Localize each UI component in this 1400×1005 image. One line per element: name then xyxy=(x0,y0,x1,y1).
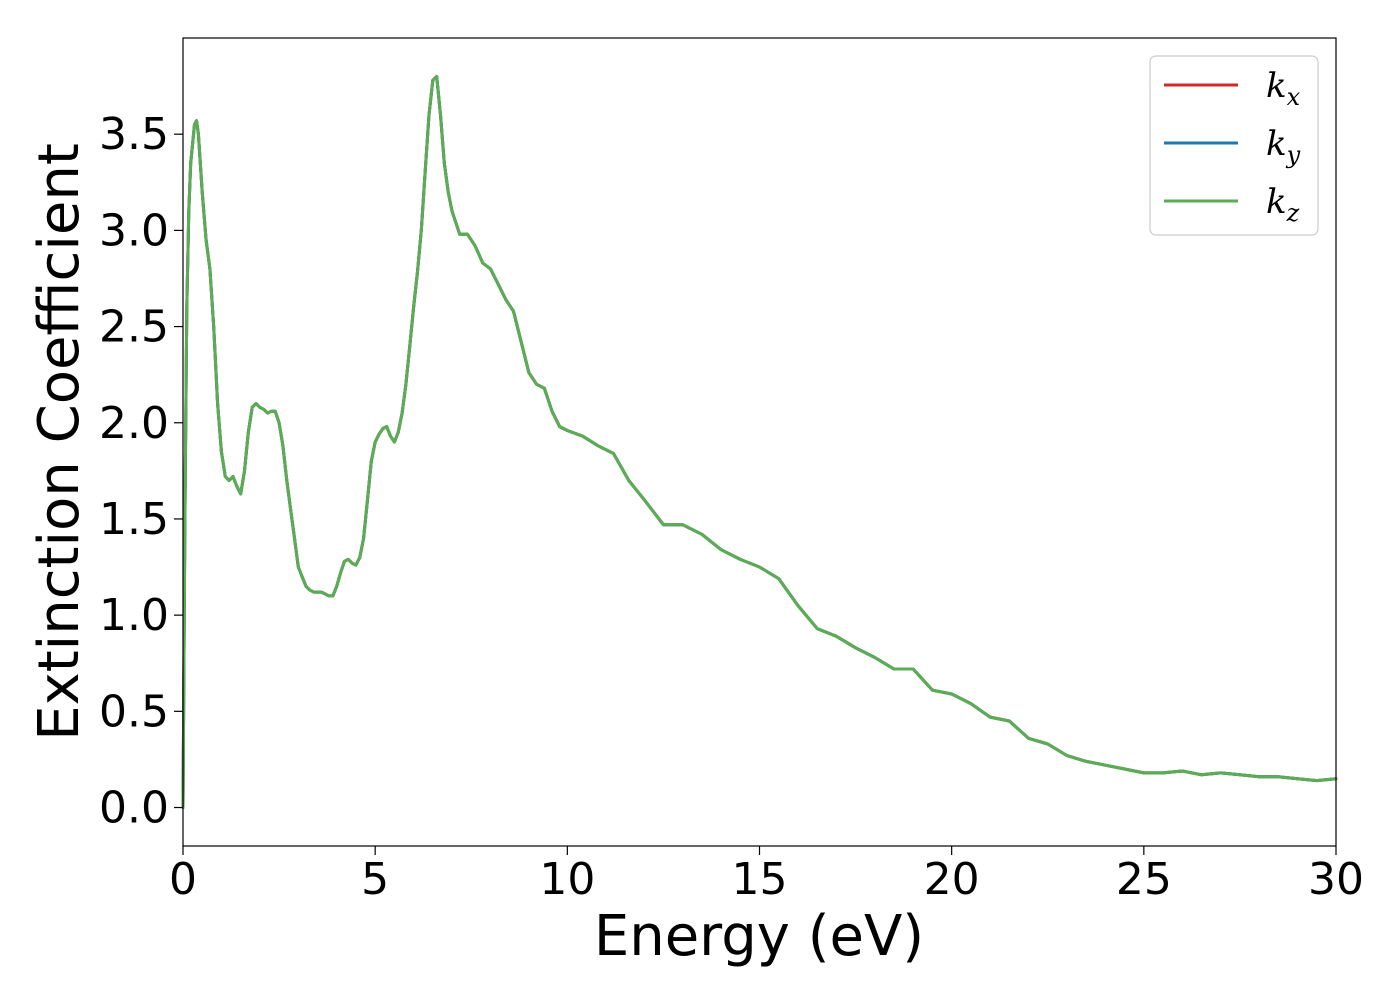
y-tick-label: 2.5 xyxy=(99,302,169,353)
y-tick-label: 3.0 xyxy=(99,205,169,256)
series-layer xyxy=(181,75,1338,809)
y-tick-label: 1.0 xyxy=(99,590,169,641)
y-tick-label: 1.5 xyxy=(99,494,169,545)
legend-box xyxy=(1149,55,1319,236)
legend-label-sub: y xyxy=(1286,141,1301,169)
legend-label-main: k xyxy=(1266,124,1287,164)
x-tick-label: 0 xyxy=(169,854,197,905)
y-tick-label: 0.5 xyxy=(99,686,169,737)
x-tick-label: 30 xyxy=(1308,854,1364,905)
x-axis-ticks: 0 5 10 15 20 25 30 xyxy=(169,846,1364,905)
y-tick-label: 2.0 xyxy=(99,398,169,449)
x-tick-label: 5 xyxy=(361,854,389,905)
legend-label-main: k xyxy=(1266,66,1287,106)
legend-label-k-y: ky xyxy=(1266,124,1301,169)
x-tick-label: 20 xyxy=(924,854,980,905)
x-tick-label: 10 xyxy=(539,854,595,905)
y-axis-title: Extinction Coefficient xyxy=(27,143,92,741)
y-axis-ticks: 0.0 0.5 1.0 1.5 2.0 2.5 3.0 3.5 xyxy=(99,109,183,834)
legend-label-k-z: kz xyxy=(1266,182,1300,227)
legend-label-k-x: kx xyxy=(1266,66,1301,111)
y-tick-label: 0.0 xyxy=(99,783,169,834)
series-line-k-z xyxy=(181,75,1338,809)
legend-label-sub: x xyxy=(1287,83,1301,111)
x-tick-label: 15 xyxy=(732,854,788,905)
x-axis-title: Energy (eV) xyxy=(594,904,924,969)
legend-label-sub: z xyxy=(1286,199,1300,227)
legend-label-main: k xyxy=(1266,182,1287,222)
x-tick-label: 25 xyxy=(1116,854,1172,905)
y-tick-label: 3.5 xyxy=(99,109,169,160)
